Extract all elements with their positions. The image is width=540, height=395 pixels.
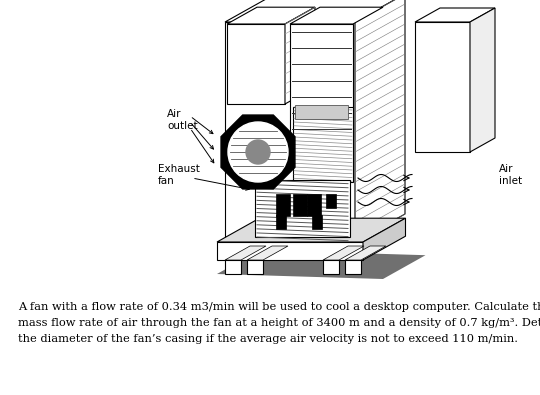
Bar: [290, 24, 353, 137]
Bar: [225, 22, 355, 242]
Polygon shape: [363, 218, 406, 260]
Text: mass flow rate of air through the fan at a height of 3400 m and a density of 0.7: mass flow rate of air through the fan at…: [18, 318, 540, 328]
Bar: [217, 242, 363, 260]
Polygon shape: [290, 7, 383, 24]
Polygon shape: [217, 218, 406, 242]
Bar: [293, 107, 353, 182]
Bar: [307, 194, 321, 216]
Polygon shape: [247, 246, 288, 260]
Polygon shape: [217, 250, 426, 279]
Bar: [415, 22, 470, 152]
Polygon shape: [225, 0, 405, 22]
Bar: [326, 194, 336, 208]
Text: Exhaust
fan: Exhaust fan: [158, 164, 200, 186]
Text: Air
inlet: Air inlet: [499, 164, 522, 186]
Bar: [247, 260, 263, 274]
Bar: [227, 24, 285, 104]
Polygon shape: [355, 0, 405, 242]
Circle shape: [228, 122, 288, 182]
Polygon shape: [221, 115, 295, 189]
Bar: [312, 215, 322, 229]
Bar: [295, 105, 348, 119]
Text: Air
outlet: Air outlet: [167, 109, 198, 131]
Text: A fan with a flow rate of 0.34 m3/min will be used to cool a desktop computer. C: A fan with a flow rate of 0.34 m3/min wi…: [18, 302, 540, 312]
Bar: [276, 194, 290, 216]
Polygon shape: [345, 246, 386, 260]
Polygon shape: [227, 7, 315, 24]
Polygon shape: [470, 8, 495, 152]
Circle shape: [246, 140, 270, 164]
Bar: [225, 260, 241, 274]
Polygon shape: [285, 7, 315, 104]
Bar: [323, 260, 339, 274]
Bar: [255, 180, 350, 237]
Polygon shape: [323, 246, 364, 260]
Text: the diameter of the fan’s casing if the average air velocity is not to exceed 11: the diameter of the fan’s casing if the …: [18, 334, 518, 344]
Polygon shape: [415, 8, 495, 22]
Polygon shape: [225, 246, 266, 260]
Bar: [345, 260, 361, 274]
Bar: [293, 194, 307, 216]
Bar: [276, 215, 286, 229]
